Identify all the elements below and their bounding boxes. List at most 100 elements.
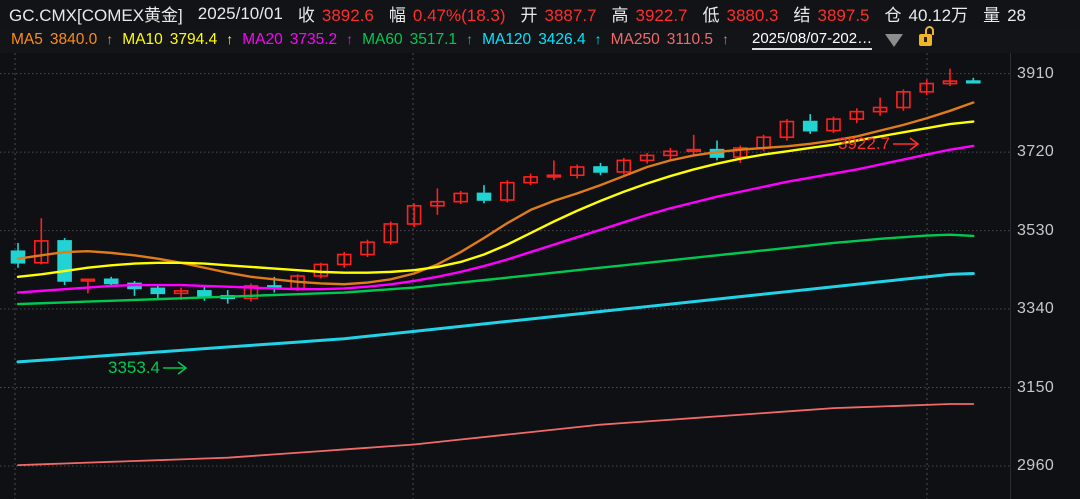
quote-header-bar: GC.CMX[COMEX黄金] 2025/10/01 收 3892.6 幅 0.47%… (0, 0, 1080, 27)
candle-19[interactable] (453, 190, 469, 205)
ma-line-ma20 (16, 144, 975, 294)
candle-2[interactable] (57, 238, 72, 286)
candle-body-3 (80, 278, 96, 282)
quote-field-value-1: 0.47%(18.3) (412, 6, 506, 25)
candle-38[interactable] (896, 89, 911, 111)
candle-body-8 (197, 290, 212, 297)
candle-28[interactable] (663, 147, 678, 161)
low-price-label: 3353.4 (108, 358, 160, 377)
candle-26[interactable] (616, 157, 632, 175)
ma-name-ma20: MA20 (242, 31, 283, 48)
candle-16[interactable] (383, 221, 399, 245)
high-price-annotation: 3922.7 (838, 134, 920, 153)
quote-field-label-3: 高 (611, 6, 629, 25)
quote-date: 2025/10/01 (197, 3, 283, 23)
ma-item-ma120[interactable]: MA120 3426.4 (482, 31, 586, 49)
candle-body-10 (243, 285, 259, 300)
price-axis-tick-1: 3720 (1017, 143, 1055, 161)
ma-item-ma5[interactable]: MA5 3840.0 (11, 31, 97, 49)
ma-items: MA5 3840.0 ↑ MA10 3794.4 ↑ MA20 3735.2 ↑ MA60 3517… (11, 31, 738, 49)
high-price-label: 3922.7 (838, 134, 890, 153)
chart-canvas: 3922.7 3353.4 (0, 53, 1010, 499)
candle-body-6 (150, 287, 166, 295)
date-range-selector[interactable]: 2025/08/07-202… (752, 26, 935, 50)
ma-name-ma250: MA250 (610, 31, 660, 48)
candle-body-15 (360, 241, 375, 256)
ma-line-ma120 (16, 272, 975, 364)
candle-body-20 (476, 192, 492, 201)
quote-field-label-2: 开 (520, 6, 538, 25)
candle-body-14 (336, 253, 352, 266)
high-price-arrow-head (909, 137, 920, 151)
unlocked-padlock-icon[interactable] (919, 26, 935, 46)
chevron-down-icon[interactable] (885, 33, 904, 47)
candle-27[interactable] (639, 152, 655, 164)
quote-field-value-7: 28 (1007, 6, 1026, 25)
candle-36[interactable] (849, 108, 865, 124)
ma-trend-arrow-ma10: ↑ (226, 31, 234, 47)
candle-0[interactable] (10, 242, 26, 268)
low-price-annotation: 3353.4 (108, 358, 188, 377)
candle-body-25 (593, 166, 608, 173)
candle-3[interactable] (80, 278, 96, 294)
quote-field-label-1: 幅 (388, 6, 406, 25)
ma-line-ma5 (16, 101, 975, 286)
symbol-label[interactable]: GC.CMX[COMEX黄金] (9, 6, 183, 25)
candle-40[interactable] (942, 68, 958, 87)
candle-25[interactable] (593, 162, 608, 176)
candle-15[interactable] (360, 239, 375, 258)
ma-item-ma60[interactable]: MA60 3517.1 (362, 31, 457, 49)
candle-20[interactable] (476, 185, 492, 204)
quote-field-label-4: 低 (702, 6, 720, 25)
quote-field-label-6: 仓 (884, 6, 902, 25)
candle-body-33 (779, 120, 795, 139)
candle-5[interactable] (127, 280, 142, 296)
ma-value-ma250: 3110.5 (666, 31, 713, 48)
quote-field-value-4: 3880.3 (726, 6, 779, 25)
candle-21[interactable] (499, 180, 515, 203)
ma-trend-arrow-ma120: ↑ (594, 31, 602, 47)
ma-trend-arrow-ma250: ↑ (722, 31, 729, 47)
candle-body-39 (919, 82, 935, 93)
quote-field-value-0: 3892.6 (321, 6, 374, 25)
ma-value-ma5: 3840.0 (49, 31, 98, 48)
candlestick-chart[interactable]: 3922.7 3353.4 (0, 53, 1010, 499)
candle-23[interactable] (546, 160, 562, 181)
candle-10[interactable] (243, 283, 259, 302)
candle-37[interactable] (872, 97, 888, 116)
candle-body-2 (57, 240, 72, 282)
candle-body-16 (383, 223, 399, 243)
candle-body-36 (849, 110, 865, 120)
quote-fields: 收 3892.6 幅 0.47%(18.3) 开 3887.7 高 3922.7 低 3880.3… (298, 1, 1041, 26)
candle-body-17 (406, 204, 422, 225)
price-axis-tick-0: 3910 (1017, 64, 1055, 82)
candle-22[interactable] (523, 173, 538, 186)
candle-29[interactable] (686, 134, 702, 155)
candle-body-35 (826, 118, 841, 132)
candle-18[interactable] (430, 188, 445, 215)
candle-31[interactable] (732, 145, 748, 163)
candle-body-18 (430, 200, 445, 207)
candle-35[interactable] (826, 116, 841, 134)
candle-body-40 (942, 80, 958, 85)
quote-field-label-0: 收 (297, 6, 315, 25)
ma-name-ma60: MA60 (362, 31, 403, 48)
ma-item-ma250[interactable]: MA250 3110.5 (611, 31, 713, 49)
candle-39[interactable] (919, 79, 935, 96)
candle-41[interactable] (965, 77, 981, 84)
candle-6[interactable] (150, 285, 166, 299)
candle-14[interactable] (336, 252, 352, 268)
ma-item-ma20[interactable]: MA20 3735.2 (242, 31, 337, 49)
ma-value-ma60: 3517.1 (409, 31, 458, 48)
price-axis[interactable]: 3910 3720 3530 3340 3150 2960 (1010, 53, 1080, 499)
ma-line-ma10 (16, 120, 975, 279)
candle-33[interactable] (779, 119, 795, 141)
ma-item-ma10[interactable]: MA10 3794.4 (122, 31, 217, 49)
candle-34[interactable] (802, 114, 818, 134)
candle-1[interactable] (33, 218, 49, 265)
ma-trend-arrow-ma60: ↑ (466, 31, 474, 47)
date-range-text[interactable]: 2025/08/07-202… (752, 30, 873, 50)
candle-24[interactable] (569, 164, 585, 179)
candle-body-27 (639, 154, 655, 162)
candle-17[interactable] (406, 203, 422, 228)
